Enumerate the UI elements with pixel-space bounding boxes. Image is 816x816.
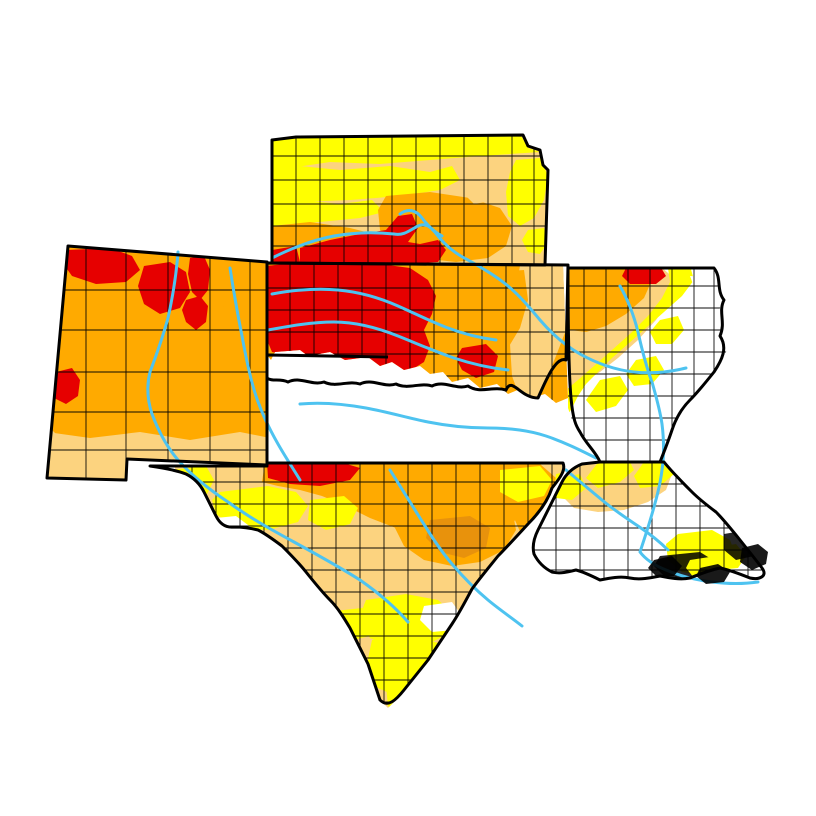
- state-kansas[interactable]: [270, 130, 555, 270]
- river-network: [146, 209, 760, 628]
- state-new-mexico[interactable]: [40, 240, 280, 490]
- state-boundaries: [45, 133, 766, 705]
- gulf-coast-detail: [648, 544, 768, 584]
